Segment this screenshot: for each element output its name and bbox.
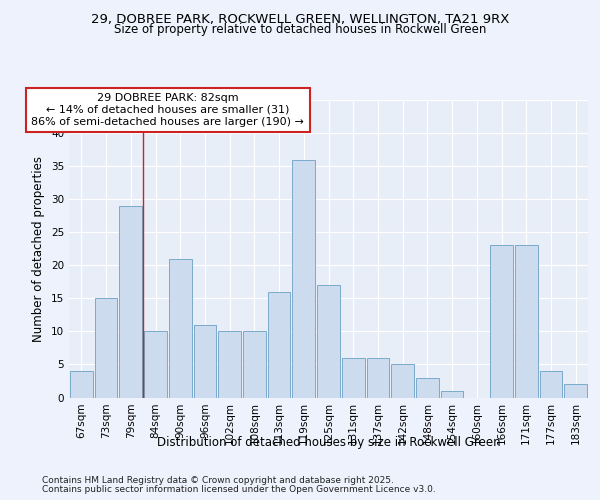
Bar <box>416 378 439 398</box>
Bar <box>70 371 93 398</box>
Text: Contains HM Land Registry data © Crown copyright and database right 2025.: Contains HM Land Registry data © Crown c… <box>42 476 394 485</box>
Bar <box>292 160 315 398</box>
Bar <box>317 285 340 398</box>
Bar <box>441 391 463 398</box>
Bar <box>268 292 290 398</box>
Bar <box>367 358 389 398</box>
Text: Distribution of detached houses by size in Rockwell Green: Distribution of detached houses by size … <box>157 436 500 449</box>
Bar <box>391 364 414 398</box>
Bar <box>490 246 513 398</box>
Text: Size of property relative to detached houses in Rockwell Green: Size of property relative to detached ho… <box>114 22 486 36</box>
Bar <box>243 332 266 398</box>
Y-axis label: Number of detached properties: Number of detached properties <box>32 156 46 342</box>
Bar <box>95 298 118 398</box>
Bar <box>218 332 241 398</box>
Text: 29 DOBREE PARK: 82sqm
← 14% of detached houses are smaller (31)
86% of semi-deta: 29 DOBREE PARK: 82sqm ← 14% of detached … <box>31 94 304 126</box>
Text: Contains public sector information licensed under the Open Government Licence v3: Contains public sector information licen… <box>42 485 436 494</box>
Bar <box>144 332 167 398</box>
Bar <box>119 206 142 398</box>
Bar <box>342 358 365 398</box>
Bar <box>515 246 538 398</box>
Bar <box>194 325 216 398</box>
Bar <box>169 258 191 398</box>
Bar <box>564 384 587 398</box>
Bar <box>539 371 562 398</box>
Text: 29, DOBREE PARK, ROCKWELL GREEN, WELLINGTON, TA21 9RX: 29, DOBREE PARK, ROCKWELL GREEN, WELLING… <box>91 12 509 26</box>
